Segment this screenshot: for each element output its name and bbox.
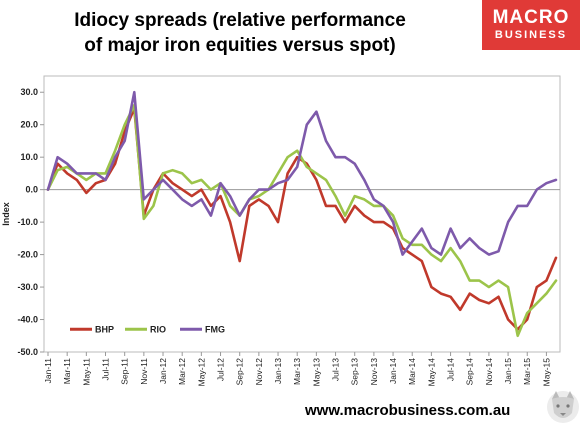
x-tick-label: Mar-13 bbox=[292, 358, 302, 385]
x-tick-label: May-15 bbox=[541, 358, 551, 387]
line-chart: -50.0 -40.0 -30.0 -20.0 -10.0 0.0 10.0 20.0 30.0… bbox=[1, 75, 561, 387]
title-line-1: Idiocy spreads (relative performance bbox=[74, 10, 406, 31]
x-tick-label: Jan-14 bbox=[388, 358, 398, 384]
x-tick-label: Mar-14 bbox=[407, 358, 417, 385]
x-tick-label: Sep-12 bbox=[235, 358, 245, 386]
y-tick-label: -30.0 bbox=[17, 282, 38, 292]
x-tick-label: Nov-11 bbox=[139, 358, 149, 385]
x-tick-label: Jul-11 bbox=[101, 358, 111, 381]
x-tick-label: Mar-12 bbox=[177, 358, 187, 385]
y-tick-label: 30.0 bbox=[20, 87, 38, 97]
x-tick-label: Nov-12 bbox=[254, 358, 264, 386]
x-tick-label: Jan-13 bbox=[273, 358, 283, 384]
x-tick-label: Nov-14 bbox=[484, 358, 494, 386]
y-tick-label: -50.0 bbox=[17, 347, 38, 357]
logo-line-2: BUSINESS bbox=[494, 29, 568, 41]
y-tick-label: -40.0 bbox=[17, 315, 38, 325]
x-tick-label: Mar-15 bbox=[522, 358, 532, 385]
y-tick-label: 0.0 bbox=[25, 185, 38, 195]
logo-line-1: MACRO bbox=[492, 7, 570, 28]
x-tick-label: May-13 bbox=[311, 358, 321, 387]
x-tick-label: Nov-13 bbox=[369, 358, 379, 386]
x-tick-label: Jul-14 bbox=[446, 358, 456, 381]
y-axis-label: Index bbox=[1, 202, 11, 226]
wolf-logo-icon bbox=[547, 391, 579, 423]
x-tick-label: Jan-12 bbox=[158, 358, 168, 384]
plot-area bbox=[43, 75, 561, 353]
x-tick-label: Jan-15 bbox=[503, 358, 513, 384]
legend-label-bhp: BHP bbox=[95, 324, 114, 334]
x-tick-label: May-14 bbox=[426, 358, 436, 387]
series-line-fmg bbox=[46, 90, 558, 256]
y-tick-label: -10.0 bbox=[17, 217, 38, 227]
series-line-rio bbox=[46, 103, 558, 338]
y-tick-label: 20.0 bbox=[20, 120, 38, 130]
x-tick-label: May-11 bbox=[81, 358, 91, 386]
chart-title: Idiocy spreads (relative performance of … bbox=[0, 8, 480, 58]
x-tick-label: Jul-12 bbox=[216, 358, 226, 381]
legend-label-fmg: FMG bbox=[205, 324, 225, 334]
x-tick-label: Mar-11 bbox=[62, 358, 72, 385]
website-url[interactable]: www.macrobusiness.com.au bbox=[305, 402, 511, 419]
title-line-2: of major iron equities versus spot) bbox=[84, 35, 396, 56]
y-tick-label: 10.0 bbox=[20, 152, 38, 162]
x-tick-label: Sep-11 bbox=[120, 358, 130, 385]
legend-label-rio: RIO bbox=[150, 324, 166, 334]
macrobusiness-logo: MACRO BUSINESS bbox=[482, 0, 580, 50]
x-tick-label: Jan-11 bbox=[43, 358, 53, 384]
x-tick-label: Sep-13 bbox=[350, 358, 360, 386]
x-tick-label: May-12 bbox=[196, 358, 206, 387]
y-tick-label: -20.0 bbox=[17, 250, 38, 260]
x-tick-label: Sep-14 bbox=[465, 358, 475, 386]
x-tick-label: Jul-13 bbox=[331, 358, 341, 381]
